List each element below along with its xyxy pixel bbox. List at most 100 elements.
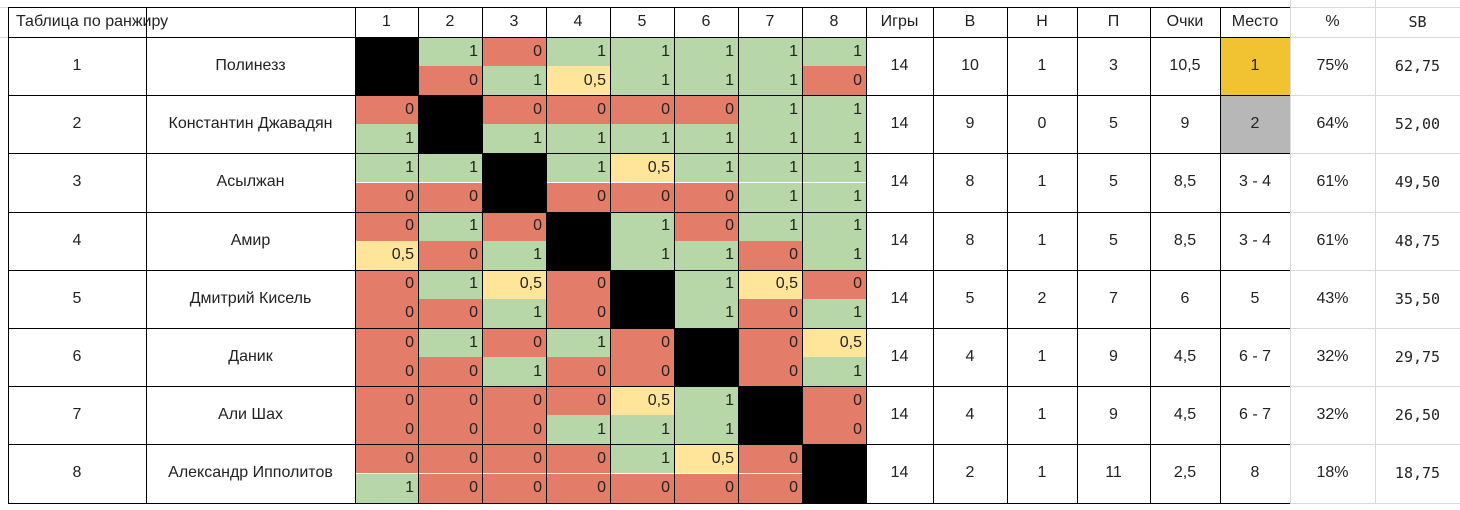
score-cell[interactable]: 0 xyxy=(546,444,610,474)
score-cell[interactable]: 0 xyxy=(738,240,802,270)
score-cell[interactable]: 0 xyxy=(482,328,546,358)
score-cell[interactable]: 0 xyxy=(355,328,418,358)
draws-cell[interactable]: 0 xyxy=(1037,115,1047,133)
percent-cell[interactable]: 61% xyxy=(1316,173,1349,191)
player-name[interactable]: Али Шах xyxy=(218,406,283,424)
score-cell[interactable]: 0,5 xyxy=(674,444,738,474)
score-cell[interactable]: 0 xyxy=(418,357,482,387)
percent-cell[interactable]: 32% xyxy=(1316,348,1349,366)
self-match-cell[interactable] xyxy=(610,269,674,328)
self-match-cell[interactable] xyxy=(674,328,738,387)
place-cell[interactable]: 3 - 4 xyxy=(1238,173,1271,191)
score-cell[interactable]: 1 xyxy=(482,357,546,387)
wins-cell[interactable]: 9 xyxy=(965,115,975,133)
wins-cell[interactable]: 10 xyxy=(961,57,979,75)
draws-cell[interactable]: 1 xyxy=(1037,348,1047,366)
score-cell[interactable]: 0 xyxy=(546,95,610,125)
wins-cell[interactable]: 2 xyxy=(965,464,975,482)
points-cell[interactable]: 9 xyxy=(1180,115,1190,133)
score-cell[interactable]: 1 xyxy=(355,153,418,183)
player-name[interactable]: Александр Ипполитов xyxy=(168,464,333,482)
score-cell[interactable]: 1 xyxy=(674,66,738,96)
draws-cell[interactable]: 1 xyxy=(1037,406,1047,424)
score-cell[interactable]: 1 xyxy=(355,124,418,154)
header-losses[interactable]: П xyxy=(1107,13,1120,30)
score-cell[interactable]: 1 xyxy=(418,211,482,241)
score-cell[interactable]: 1 xyxy=(738,211,802,241)
sb-cell[interactable]: 49,50 xyxy=(1394,173,1441,192)
score-cell[interactable]: 0 xyxy=(355,415,418,445)
score-cell[interactable]: 1 xyxy=(674,269,738,299)
score-cell[interactable]: 0 xyxy=(674,473,738,503)
draws-cell[interactable]: 2 xyxy=(1037,289,1047,307)
games-cell[interactable]: 14 xyxy=(890,115,909,133)
score-cell[interactable]: 0 xyxy=(355,211,418,241)
header-draws[interactable]: Н xyxy=(1036,13,1048,30)
place-cell[interactable]: 6 - 7 xyxy=(1238,406,1271,424)
score-cell[interactable]: 1 xyxy=(610,444,674,474)
points-cell[interactable]: 4,5 xyxy=(1173,406,1197,424)
rank-cell[interactable]: 8 xyxy=(72,464,82,482)
player-name[interactable]: Константин Джавадян xyxy=(168,115,333,133)
games-cell[interactable]: 14 xyxy=(890,348,909,366)
wins-cell[interactable]: 4 xyxy=(965,348,975,366)
self-match-cell[interactable] xyxy=(802,444,866,503)
score-cell[interactable]: 0 xyxy=(546,386,610,416)
percent-cell[interactable]: 18% xyxy=(1316,464,1349,482)
header-wins[interactable]: В xyxy=(964,13,976,30)
draws-cell[interactable]: 1 xyxy=(1037,464,1047,482)
score-cell[interactable]: 1 xyxy=(355,473,418,503)
score-cell[interactable]: 1 xyxy=(674,37,738,67)
score-cell[interactable]: 1 xyxy=(802,37,866,67)
sb-cell[interactable]: 18,75 xyxy=(1394,464,1441,483)
score-cell[interactable]: 0 xyxy=(418,473,482,503)
score-cell[interactable]: 1 xyxy=(738,153,802,183)
header-opponent-2[interactable]: 2 xyxy=(445,13,455,30)
games-cell[interactable]: 14 xyxy=(890,57,909,75)
games-cell[interactable]: 14 xyxy=(890,464,909,482)
score-cell[interactable]: 0 xyxy=(738,298,802,328)
score-cell[interactable]: 1 xyxy=(482,240,546,270)
score-cell[interactable]: 0 xyxy=(355,182,418,212)
games-cell[interactable]: 14 xyxy=(890,406,909,424)
header-percent[interactable]: % xyxy=(1325,13,1340,30)
score-cell[interactable]: 0 xyxy=(674,182,738,212)
percent-cell[interactable]: 64% xyxy=(1316,115,1349,133)
score-cell[interactable]: 0 xyxy=(802,269,866,299)
score-cell[interactable]: 0,5 xyxy=(610,153,674,183)
header-opponent-4[interactable]: 4 xyxy=(573,13,583,30)
score-cell[interactable]: 0 xyxy=(418,415,482,445)
score-cell[interactable]: 1 xyxy=(482,124,546,154)
rank-cell[interactable]: 3 xyxy=(72,173,82,191)
score-cell[interactable]: 1 xyxy=(802,298,866,328)
score-cell[interactable]: 0 xyxy=(738,328,802,358)
score-cell[interactable]: 1 xyxy=(802,357,866,387)
games-cell[interactable]: 14 xyxy=(890,231,909,249)
score-cell[interactable]: 0,5 xyxy=(482,269,546,299)
score-cell[interactable]: 1 xyxy=(674,386,738,416)
points-cell[interactable]: 10,5 xyxy=(1169,57,1201,75)
place-cell[interactable]: 1 xyxy=(1220,37,1290,96)
score-cell[interactable]: 0 xyxy=(546,182,610,212)
score-cell[interactable]: 0 xyxy=(546,269,610,299)
score-cell[interactable]: 0 xyxy=(546,298,610,328)
score-cell[interactable]: 1 xyxy=(418,37,482,67)
percent-cell[interactable]: 32% xyxy=(1316,406,1349,424)
score-cell[interactable]: 1 xyxy=(738,37,802,67)
score-cell[interactable]: 1 xyxy=(546,124,610,154)
rank-cell[interactable]: 7 xyxy=(72,406,82,424)
self-match-cell[interactable] xyxy=(546,211,610,270)
score-cell[interactable]: 1 xyxy=(610,211,674,241)
percent-cell[interactable]: 43% xyxy=(1316,289,1349,307)
score-cell[interactable]: 0 xyxy=(418,444,482,474)
losses-cell[interactable]: 9 xyxy=(1109,406,1118,424)
losses-cell[interactable]: 7 xyxy=(1109,289,1118,307)
score-cell[interactable]: 1 xyxy=(674,124,738,154)
score-cell[interactable]: 1 xyxy=(802,95,866,125)
score-cell[interactable]: 1 xyxy=(546,415,610,445)
losses-cell[interactable]: 9 xyxy=(1109,348,1118,366)
score-cell[interactable]: 0 xyxy=(610,95,674,125)
header-opponent-5[interactable]: 5 xyxy=(637,13,647,30)
place-cell[interactable]: 3 - 4 xyxy=(1238,231,1271,249)
header-sb[interactable]: SB xyxy=(1408,13,1427,31)
